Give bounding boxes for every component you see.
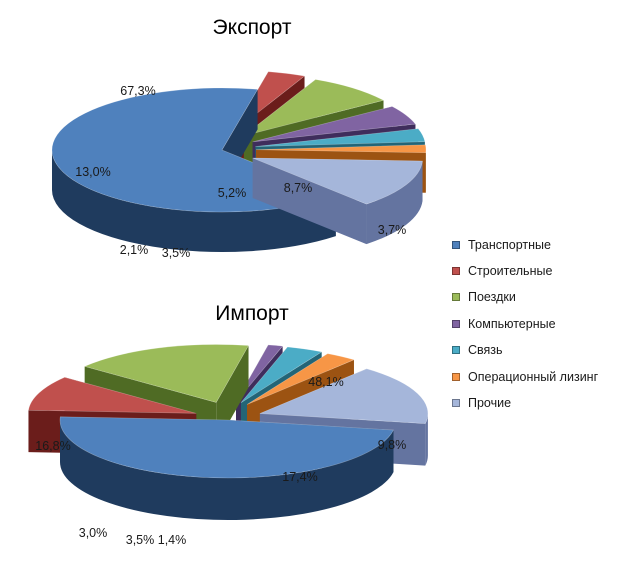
- legend-swatch: [452, 399, 460, 407]
- data-label-construction: 9,8%: [378, 438, 407, 452]
- data-label-computer: 5,2%: [218, 186, 247, 200]
- import-pie-chart: 48,1% 9,8% 17,4% 1,4%3,5% 3,0% 16,8%: [28, 344, 429, 547]
- legend-swatch: [452, 241, 460, 249]
- legend-item-computer: Компьютерные: [452, 316, 556, 332]
- legend-swatch: [452, 293, 460, 301]
- data-label-other: 13,0%: [75, 165, 110, 179]
- legend-label: Компьютерные: [468, 317, 556, 331]
- data-label-construction: 3,7%: [378, 223, 407, 237]
- legend-label: Операционный лизинг: [468, 370, 599, 384]
- legend-label: Поездки: [468, 290, 516, 304]
- legend-label: Прочие: [468, 396, 512, 410]
- data-label-travel: 17,4%: [282, 470, 317, 484]
- legend-item-other: Прочие: [452, 395, 511, 411]
- legend-label: Транспортные: [468, 238, 551, 252]
- data-label-other: 16,8%: [35, 439, 70, 453]
- pie-slice-transport: [59, 416, 394, 520]
- legend-item-leasing: Операционный лизинг: [452, 369, 598, 385]
- data-label-transport: 67,3%: [120, 84, 155, 98]
- data-label-computer: 1,4%: [158, 533, 187, 547]
- legend-item-communication: Связь: [452, 342, 503, 358]
- pie-slice-other: [252, 157, 423, 245]
- legend-item-transport: Транспортные: [452, 237, 551, 253]
- data-label-transport: 48,1%: [308, 375, 343, 389]
- export-pie-chart: 67,3% 3,7% 8,7% 5,2% 3,5% 2,1% 13,0%: [51, 71, 427, 260]
- data-label-travel: 8,7%: [284, 181, 313, 195]
- legend-item-travel: Поездки: [452, 289, 516, 305]
- legend-label: Связь: [468, 343, 503, 357]
- legend-swatch: [452, 373, 460, 381]
- data-label-communication: 3,5%: [126, 533, 155, 547]
- export-chart-title: Экспорт: [213, 16, 292, 39]
- legend-swatch: [452, 320, 460, 328]
- data-label-leasing: 2,1%: [120, 243, 149, 257]
- legend-label: Строительные: [468, 264, 553, 278]
- data-label-leasing: 3,0%: [79, 526, 108, 540]
- legend-item-construction: Строительные: [452, 263, 552, 279]
- data-label-communication: 3,5%: [162, 246, 191, 260]
- legend-swatch: [452, 346, 460, 354]
- import-chart-title: Импорт: [215, 302, 289, 325]
- legend-swatch: [452, 267, 460, 275]
